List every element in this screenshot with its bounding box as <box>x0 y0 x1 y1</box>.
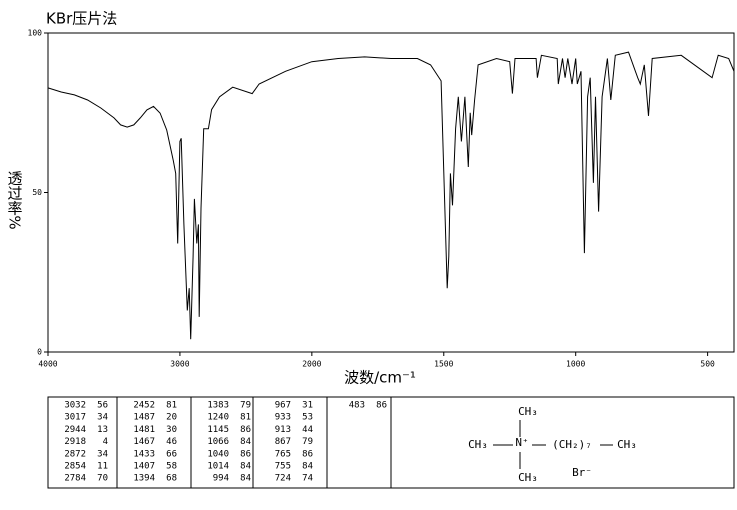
peak-transmittance: 86 <box>302 449 313 459</box>
x-tick-label: 500 <box>700 360 715 369</box>
counterion: Br⁻ <box>572 466 592 479</box>
peak-transmittance: 34 <box>97 449 108 459</box>
x-tick-label: 1500 <box>434 360 453 369</box>
peak-wavenumber: 1240 <box>207 413 229 423</box>
x-axis-label: 波数/cm⁻¹ <box>344 369 416 387</box>
atom-label: CH₃ <box>617 438 637 451</box>
y-axis-label: 透过率% <box>6 170 24 229</box>
peak-wavenumber: 1481 <box>133 425 155 435</box>
peak-transmittance: 81 <box>240 413 251 423</box>
peak-wavenumber: 913 <box>275 425 291 435</box>
peak-transmittance: 86 <box>240 449 251 459</box>
atom-label: CH₃ <box>518 471 538 484</box>
peak-wavenumber: 1014 <box>207 462 229 472</box>
peak-transmittance: 53 <box>302 413 313 423</box>
peak-wavenumber: 755 <box>275 462 291 472</box>
peak-wavenumber: 1467 <box>133 437 155 447</box>
peak-wavenumber: 1145 <box>207 425 229 435</box>
x-tick-label: 3000 <box>170 360 189 369</box>
peak-wavenumber: 967 <box>275 401 291 411</box>
peak-wavenumber: 1066 <box>207 437 229 447</box>
x-tick-label: 4000 <box>38 360 57 369</box>
peak-transmittance: 34 <box>97 413 108 423</box>
peak-transmittance: 4 <box>103 437 108 447</box>
peak-transmittance: 84 <box>240 462 251 472</box>
y-tick-label: 0 <box>37 348 42 357</box>
atom-label: CH₃ <box>518 405 538 418</box>
peak-transmittance: 86 <box>240 425 251 435</box>
peak-wavenumber: 724 <box>275 474 291 484</box>
peak-transmittance: 30 <box>166 425 177 435</box>
peak-wavenumber: 3017 <box>64 413 86 423</box>
bonds <box>493 420 613 469</box>
peak-transmittance: 70 <box>97 474 108 484</box>
peak-transmittance: 86 <box>376 401 387 411</box>
peak-transmittance: 13 <box>97 425 108 435</box>
peak-transmittance: 56 <box>97 401 108 411</box>
peak-wavenumber: 1040 <box>207 449 229 459</box>
peak-wavenumber: 994 <box>213 474 229 484</box>
y-tick-label: 100 <box>28 29 43 38</box>
chart-title: KBr压片法 <box>46 10 117 28</box>
peak-wavenumber: 933 <box>275 413 291 423</box>
structure: CH₃ CH₃ N⁺ (CH₂)₇ CH₃ CH₃ Br⁻ <box>468 405 637 484</box>
table-dividers <box>116 397 392 488</box>
peak-transmittance: 81 <box>166 401 177 411</box>
atom-label: (CH₂)₇ <box>552 438 592 451</box>
peak-wavenumber: 2944 <box>64 425 86 435</box>
spectrum-line <box>47 51 735 340</box>
peak-transmittance: 79 <box>240 401 251 411</box>
peak-wavenumber: 2784 <box>64 474 86 484</box>
peak-wavenumber: 2854 <box>64 462 86 472</box>
peak-wavenumber: 1383 <box>207 401 229 411</box>
y-tick-label: 50 <box>32 188 42 197</box>
peak-wavenumber: 1487 <box>133 413 155 423</box>
peak-wavenumber: 765 <box>275 449 291 459</box>
peak-transmittance: 84 <box>240 474 251 484</box>
peak-transmittance: 68 <box>166 474 177 484</box>
peak-transmittance: 20 <box>166 413 177 423</box>
x-tick-label: 1000 <box>566 360 585 369</box>
peak-wavenumber: 1433 <box>133 449 155 459</box>
peak-transmittance: 46 <box>166 437 177 447</box>
peak-wavenumber: 2872 <box>64 449 86 459</box>
peak-transmittance: 84 <box>302 462 313 472</box>
peak-transmittance: 31 <box>302 401 313 411</box>
peak-transmittance: 11 <box>97 462 108 472</box>
atom-label: N⁺ <box>515 436 528 449</box>
peak-transmittance: 44 <box>302 425 313 435</box>
peak-transmittance: 84 <box>240 437 251 447</box>
peak-transmittance: 66 <box>166 449 177 459</box>
peak-wavenumber: 1407 <box>133 462 155 472</box>
peak-transmittance: 79 <box>302 437 313 447</box>
peak-wavenumber: 1394 <box>133 474 155 484</box>
peak-transmittance: 58 <box>166 462 177 472</box>
peak-wavenumber: 867 <box>275 437 291 447</box>
peak-wavenumber: 2918 <box>64 437 86 447</box>
x-tick-label: 2000 <box>302 360 321 369</box>
atom-label: CH₃ <box>468 438 488 451</box>
peak-wavenumber: 2452 <box>133 401 155 411</box>
plot-frame <box>47 32 735 353</box>
peak-wavenumber: 483 <box>349 401 365 411</box>
peak-transmittance: 74 <box>302 474 313 484</box>
peak-wavenumber: 3032 <box>64 401 86 411</box>
